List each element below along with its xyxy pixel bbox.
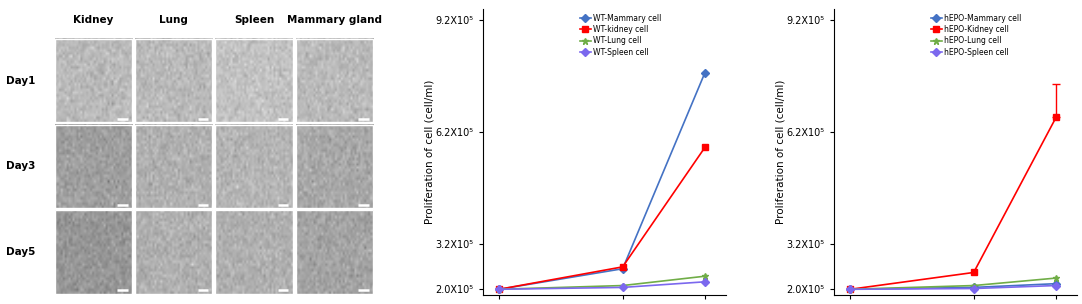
WT-Lung cell <box>616 284 629 287</box>
Bar <box>295 210 373 294</box>
hEPO-Lung cell <box>967 284 980 287</box>
WT-kidney cell <box>699 146 712 149</box>
WT-kidney cell <box>616 265 629 269</box>
Text: Lung: Lung <box>159 15 188 25</box>
hEPO-Spleen cell <box>1050 284 1063 287</box>
WT-Mammary cell <box>616 267 629 271</box>
Text: Spleen: Spleen <box>234 15 274 25</box>
hEPO-Spleen cell <box>844 288 857 291</box>
Y-axis label: Proliferation of cell (cell/ml): Proliferation of cell (cell/ml) <box>775 80 786 224</box>
Bar <box>135 125 212 208</box>
Line: WT-Spleen cell: WT-Spleen cell <box>497 279 708 292</box>
Bar <box>215 210 293 294</box>
Text: Kidney: Kidney <box>74 15 114 25</box>
hEPO-Mammary cell <box>967 285 980 289</box>
Text: Day3: Day3 <box>6 161 36 171</box>
WT-Spleen cell <box>699 280 712 284</box>
WT-kidney cell <box>492 288 505 291</box>
Line: hEPO-Lung cell: hEPO-Lung cell <box>847 275 1059 293</box>
hEPO-Kidney cell <box>844 288 857 291</box>
Text: Day1: Day1 <box>6 76 36 85</box>
Bar <box>295 39 373 122</box>
Bar <box>135 39 212 122</box>
WT-Lung cell <box>492 288 505 291</box>
WT-Spleen cell <box>492 288 505 291</box>
hEPO-Lung cell <box>1050 276 1063 280</box>
hEPO-Kidney cell <box>967 271 980 274</box>
Line: hEPO-Mammary cell: hEPO-Mammary cell <box>847 281 1059 292</box>
Line: hEPO-Kidney cell: hEPO-Kidney cell <box>847 115 1059 292</box>
Legend: hEPO-Mammary cell, hEPO-Kidney cell, hEPO-Lung cell, hEPO-Spleen cell: hEPO-Mammary cell, hEPO-Kidney cell, hEP… <box>929 13 1022 57</box>
Legend: WT-Mammary cell, WT-kidney cell, WT-Lung cell, WT-Spleen cell: WT-Mammary cell, WT-kidney cell, WT-Lung… <box>579 13 662 57</box>
WT-Lung cell <box>699 275 712 278</box>
hEPO-Lung cell <box>844 288 857 291</box>
Text: Mammary gland: Mammary gland <box>287 15 382 25</box>
Line: WT-Mammary cell: WT-Mammary cell <box>497 70 708 292</box>
Bar <box>215 125 293 208</box>
hEPO-Spleen cell <box>967 287 980 290</box>
hEPO-Kidney cell <box>1050 116 1063 119</box>
Line: hEPO-Spleen cell: hEPO-Spleen cell <box>847 283 1059 292</box>
Line: WT-kidney cell: WT-kidney cell <box>497 145 708 292</box>
Bar <box>215 39 293 122</box>
hEPO-Mammary cell <box>1050 282 1063 285</box>
Y-axis label: Proliferation of cell (cell/ml): Proliferation of cell (cell/ml) <box>424 80 434 224</box>
WT-Mammary cell <box>699 71 712 74</box>
Bar <box>135 210 212 294</box>
Text: Day5: Day5 <box>6 247 36 257</box>
WT-Spleen cell <box>616 285 629 289</box>
Line: WT-Lung cell: WT-Lung cell <box>496 273 709 293</box>
hEPO-Mammary cell <box>844 288 857 291</box>
Bar <box>55 210 132 294</box>
Bar <box>55 125 132 208</box>
WT-Mammary cell <box>492 288 505 291</box>
Bar <box>295 125 373 208</box>
Bar <box>55 39 132 122</box>
